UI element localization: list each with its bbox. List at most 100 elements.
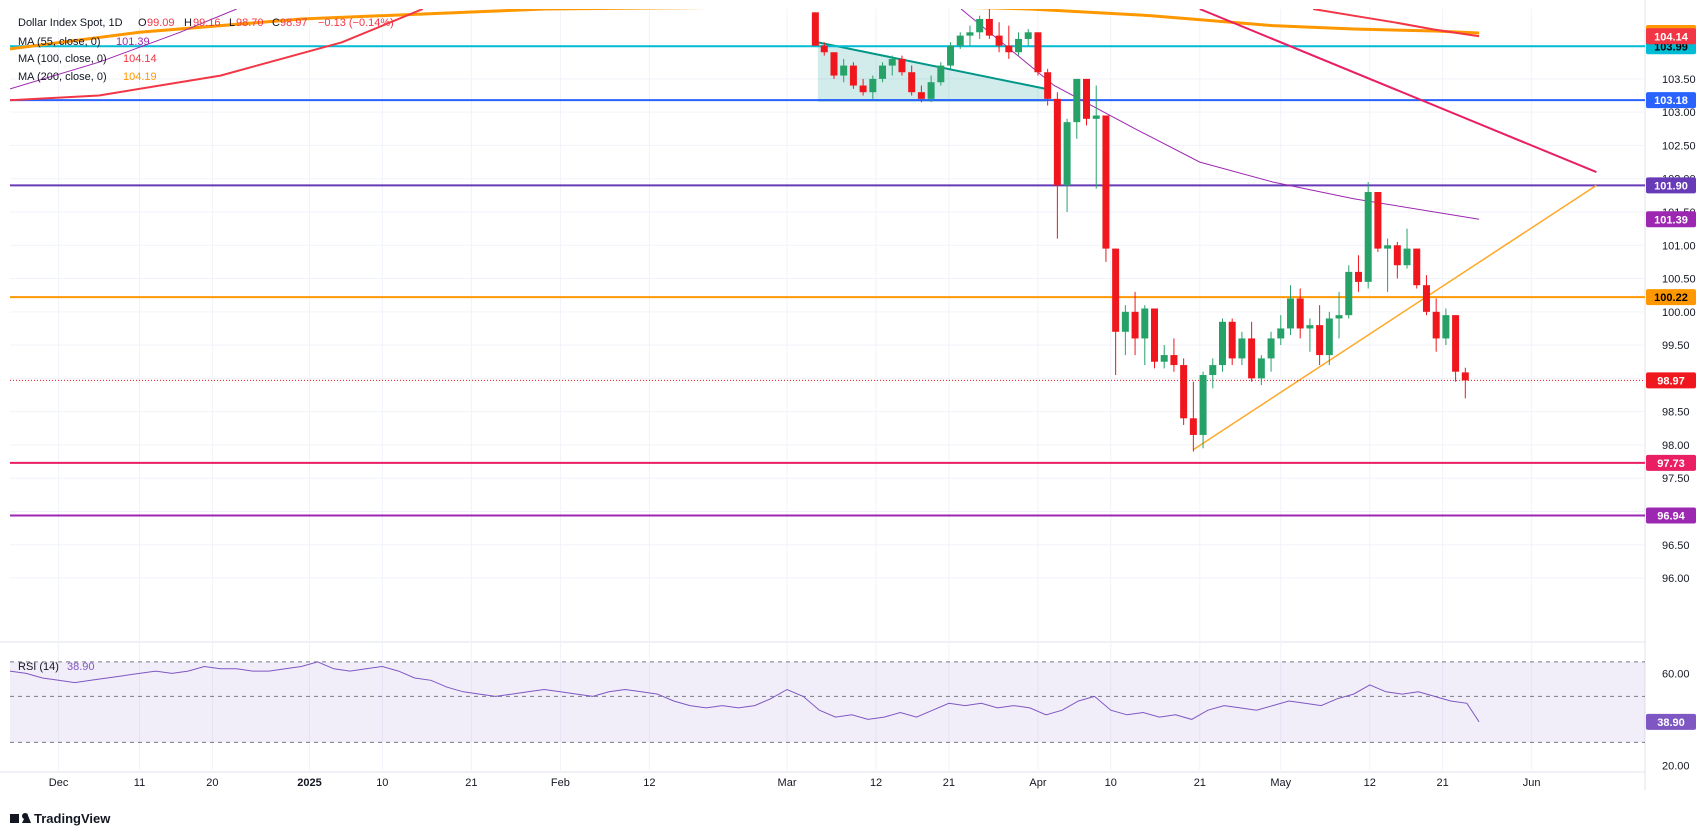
legend-l-value: 98.70 [236, 17, 264, 29]
candle[interactable] [1364, 182, 1372, 289]
candle[interactable] [1413, 248, 1421, 289]
candle[interactable] [1335, 291, 1343, 339]
candle[interactable] [1160, 345, 1168, 369]
candle[interactable] [1112, 248, 1120, 376]
candle[interactable] [1199, 371, 1207, 449]
candle-body [849, 65, 857, 86]
candle[interactable] [1151, 308, 1158, 369]
candle[interactable] [976, 15, 984, 39]
candle[interactable] [820, 42, 828, 56]
triangle-upper-line[interactable] [817, 41, 1047, 90]
candle[interactable] [927, 75, 935, 103]
price-panel [10, 6, 1645, 517]
candle[interactable] [1228, 318, 1236, 366]
legend: Dollar Index Spot, 1D O 99.09 H 99.16 L … [18, 17, 394, 83]
candle[interactable] [937, 62, 945, 86]
ascending-support-trendline[interactable] [1192, 184, 1597, 451]
candle[interactable] [1306, 318, 1314, 352]
candle[interactable] [840, 58, 848, 83]
candle[interactable] [1073, 78, 1081, 139]
candle[interactable] [1452, 315, 1460, 382]
candle[interactable] [898, 55, 906, 76]
candle[interactable] [995, 22, 1003, 53]
candle[interactable] [1422, 275, 1430, 316]
candle[interactable] [879, 62, 887, 83]
candle[interactable] [1005, 25, 1013, 59]
candle[interactable] [1170, 338, 1178, 372]
candle[interactable] [917, 85, 925, 103]
candle[interactable] [1345, 265, 1353, 319]
candle[interactable] [859, 78, 867, 96]
candle-body [1131, 311, 1139, 339]
candle[interactable] [1121, 305, 1129, 356]
candle[interactable] [849, 62, 857, 89]
rsi-price-tag-bg [1646, 713, 1696, 730]
candle[interactable] [1432, 298, 1440, 352]
candle-body [1121, 311, 1129, 332]
rsi-line[interactable] [9, 661, 1480, 723]
candle[interactable] [956, 32, 964, 49]
candle[interactable] [1189, 381, 1197, 452]
candle[interactable] [1403, 228, 1411, 269]
candle[interactable] [1461, 367, 1469, 399]
candle[interactable] [1209, 358, 1217, 389]
candle[interactable] [1316, 305, 1324, 366]
ma55-line-left[interactable] [10, 9, 237, 90]
candle[interactable] [1384, 238, 1392, 292]
ma100-line-left[interactable] [10, 9, 424, 102]
candle[interactable] [1141, 305, 1149, 366]
y-tick-label: 97.50 [1662, 473, 1690, 485]
ma200-line[interactable] [10, 6, 1480, 51]
tradingview-branding[interactable]: TradingView [10, 811, 111, 826]
candle[interactable] [1277, 315, 1285, 346]
candle[interactable] [1286, 285, 1294, 336]
candle[interactable] [1034, 32, 1042, 76]
candle[interactable] [1102, 115, 1110, 262]
x-tick-label: 12 [643, 777, 655, 789]
candle[interactable] [1393, 241, 1401, 279]
candle[interactable] [1180, 358, 1188, 425]
candle[interactable] [1248, 321, 1256, 382]
descending-trendline[interactable] [1199, 9, 1597, 174]
candle[interactable] [1442, 308, 1450, 346]
candle-body [1461, 372, 1469, 381]
y-tick-label: 100.50 [1662, 274, 1696, 286]
candle-body [927, 82, 935, 99]
ma100-line[interactable] [1312, 9, 1480, 38]
candle[interactable] [869, 75, 877, 99]
candle[interactable] [1267, 331, 1275, 372]
candle[interactable] [830, 52, 838, 79]
candle[interactable] [1044, 68, 1052, 106]
candle[interactable] [1238, 331, 1246, 366]
ma55-line[interactable] [960, 9, 1480, 220]
candle[interactable] [908, 65, 916, 96]
candle[interactable] [888, 55, 896, 76]
candle[interactable] [1092, 85, 1100, 189]
candle-body [1257, 358, 1265, 379]
legend-c-label: C [272, 17, 280, 29]
candle[interactable] [1257, 355, 1265, 386]
y-tick-label: 96.00 [1662, 573, 1690, 585]
candle[interactable] [947, 42, 955, 69]
candle[interactable] [1053, 92, 1061, 239]
candle[interactable] [1218, 318, 1226, 372]
candle[interactable] [1131, 291, 1139, 356]
candle[interactable] [1083, 78, 1091, 126]
candle-body [908, 72, 916, 93]
candle[interactable] [1325, 311, 1333, 366]
candle[interactable] [985, 9, 993, 39]
candle-body [840, 65, 848, 76]
candle[interactable] [1296, 288, 1304, 339]
candle[interactable] [1063, 118, 1071, 212]
candle[interactable] [1024, 28, 1032, 46]
candle[interactable] [811, 12, 819, 46]
candle-body [956, 35, 964, 46]
candle-body [1170, 355, 1178, 366]
candle-body [1374, 192, 1382, 249]
candle[interactable] [1374, 192, 1382, 252]
candle[interactable] [966, 25, 974, 46]
candle-body [947, 45, 955, 66]
candle[interactable] [1015, 32, 1023, 56]
candle[interactable] [1354, 255, 1362, 292]
